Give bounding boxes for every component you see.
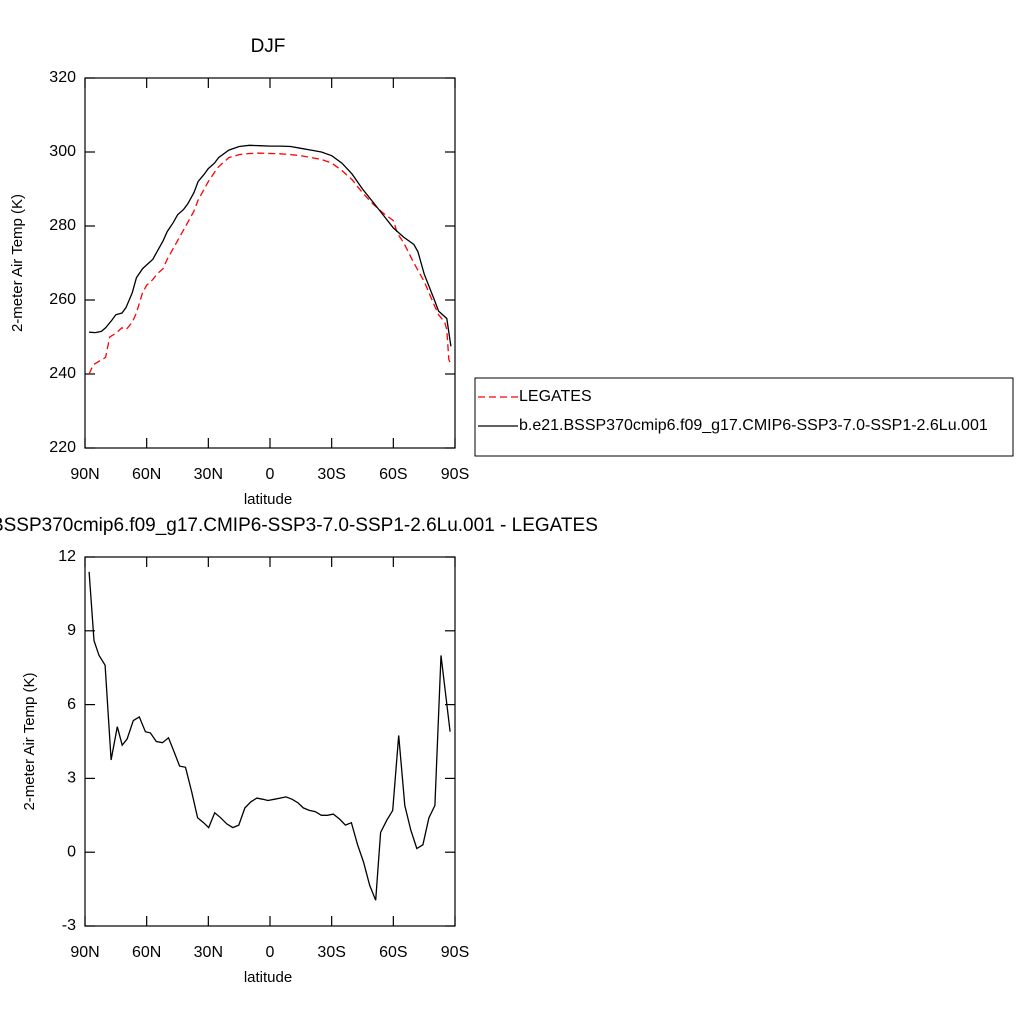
y-tick-label: 6 bbox=[67, 696, 76, 713]
y-axis-label: 2-meter Air Temp (K) bbox=[9, 194, 26, 332]
x-tick-label: 90N bbox=[70, 466, 99, 483]
legend-box bbox=[474, 377, 1014, 457]
chart-title: b.e21.BSSP370cmip6.f09_g17.CMIP6-SSP3-7.… bbox=[0, 515, 598, 536]
x-tick-label: 30S bbox=[317, 466, 345, 483]
y-tick-label: 240 bbox=[49, 365, 76, 382]
y-tick-label: 0 bbox=[67, 843, 76, 860]
x-axis-label: latitude bbox=[244, 491, 292, 508]
y-tick-label: 220 bbox=[49, 439, 76, 456]
data-line bbox=[88, 152, 452, 375]
x-tick-label: 90S bbox=[441, 944, 469, 961]
x-tick-label: 30N bbox=[194, 466, 223, 483]
y-tick-label: 9 bbox=[67, 622, 76, 639]
x-tick-label: 90N bbox=[70, 944, 99, 961]
x-tick-label: 60S bbox=[379, 466, 407, 483]
chart-title: DJF bbox=[251, 36, 286, 57]
data-line bbox=[88, 571, 451, 901]
x-tick-label: 60N bbox=[132, 466, 161, 483]
y-tick-label: 12 bbox=[58, 548, 76, 565]
y-axis-label: 2-meter Air Temp (K) bbox=[21, 672, 38, 810]
y-tick-label: 280 bbox=[49, 217, 76, 234]
data-line bbox=[89, 144, 452, 347]
y-tick-label: 300 bbox=[49, 143, 76, 160]
y-tick-label: -3 bbox=[62, 917, 76, 934]
x-axis-label: latitude bbox=[244, 969, 292, 986]
y-tick-label: 3 bbox=[67, 770, 76, 787]
plot-frame bbox=[84, 77, 456, 449]
y-tick-label: 320 bbox=[49, 69, 76, 86]
x-tick-label: 0 bbox=[266, 944, 275, 961]
y-tick-label: 260 bbox=[49, 291, 76, 308]
x-tick-label: 30S bbox=[317, 944, 345, 961]
x-tick-label: 60N bbox=[132, 944, 161, 961]
x-tick-label: 60S bbox=[379, 944, 407, 961]
x-tick-label: 30N bbox=[194, 944, 223, 961]
legend-label: b.e21.BSSP370cmip6.f09_g17.CMIP6-SSP3-7.… bbox=[519, 417, 988, 434]
legend-label: LEGATES bbox=[519, 388, 592, 405]
x-tick-label: 0 bbox=[266, 466, 275, 483]
x-tick-label: 90S bbox=[441, 466, 469, 483]
